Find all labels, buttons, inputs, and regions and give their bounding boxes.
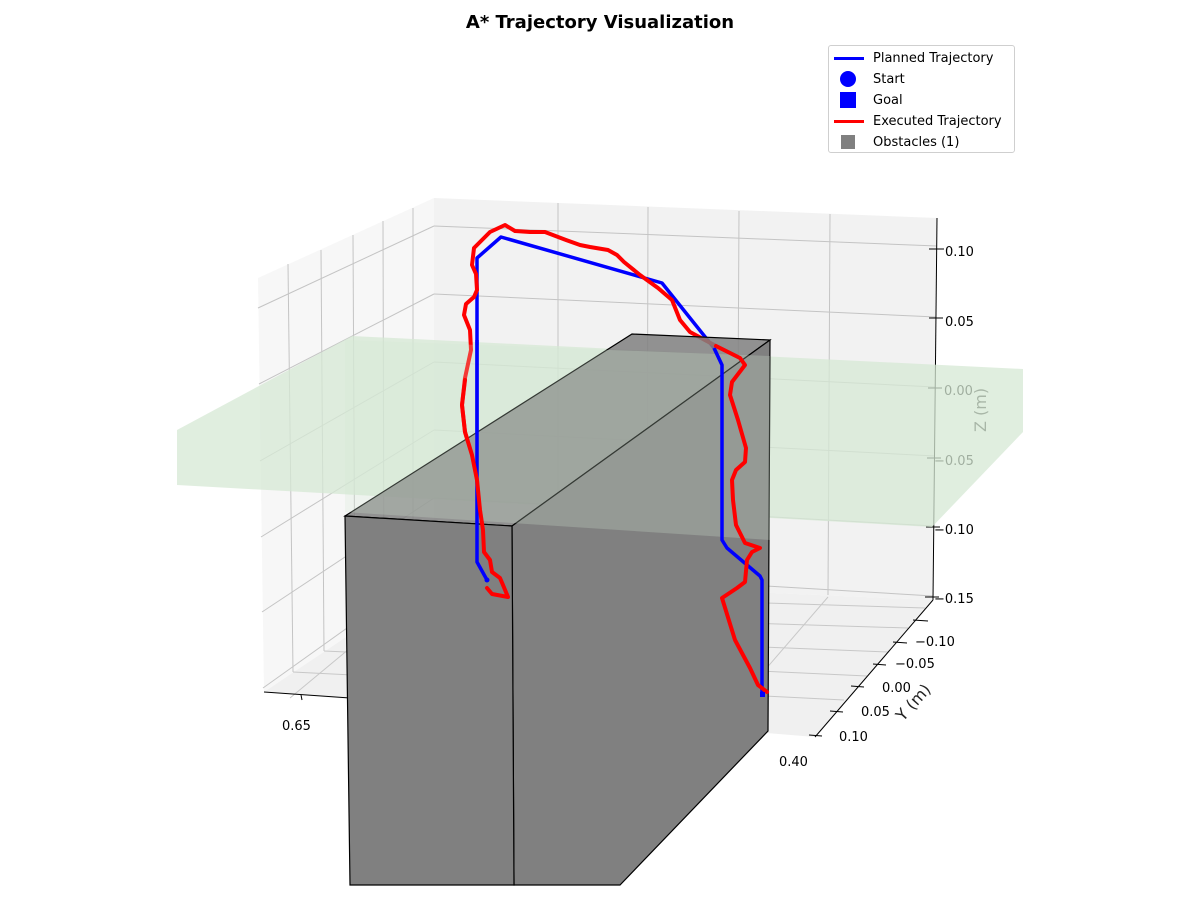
svg-text:0.40: 0.40 <box>779 755 808 770</box>
legend-item-start: Start <box>829 69 1014 89</box>
chart-title: A* Trajectory Visualization <box>465 12 735 33</box>
obstacle-box <box>343 333 772 886</box>
svg-text:−0.15: −0.15 <box>934 592 974 607</box>
svg-text:0.10: 0.10 <box>839 730 868 745</box>
executed-trajectory-front-right <box>714 344 769 694</box>
y-axis-ticks <box>808 619 929 737</box>
legend-item-executed: Executed Trajectory <box>829 111 1014 131</box>
svg-text:0.10: 0.10 <box>945 245 974 260</box>
planned-trajectory-front <box>475 340 489 581</box>
svg-text:0.05: 0.05 <box>861 705 890 720</box>
legend: Planned Trajectory Start Goal Executed T… <box>828 45 1015 153</box>
obstacle-front-face <box>344 515 515 886</box>
reference-plane-overlay <box>345 340 770 540</box>
legend-item-obstacles: Obstacles (1) <box>829 132 1014 152</box>
goal-square-icon <box>840 92 856 108</box>
executed-trajectory-front <box>460 378 510 599</box>
x-axis-tick <box>300 694 303 701</box>
legend-item-goal: Goal <box>829 90 1014 110</box>
legend-item-planned: Planned Trajectory <box>829 48 1014 68</box>
svg-text:0.00: 0.00 <box>882 681 911 696</box>
y-axis-tick-labels: −0.10 −0.05 0.00 0.05 0.10 <box>839 635 955 745</box>
svg-text:0.05: 0.05 <box>945 315 974 330</box>
goal-marker <box>760 692 765 697</box>
svg-text:−0.10: −0.10 <box>934 523 974 538</box>
obstacle-square-icon <box>841 135 855 149</box>
svg-text:−0.10: −0.10 <box>915 635 955 650</box>
start-marker <box>484 577 490 583</box>
start-circle-icon <box>840 71 856 87</box>
executed-line-icon <box>834 120 864 123</box>
planned-line-icon <box>834 57 864 60</box>
svg-text:−0.05: −0.05 <box>895 657 935 672</box>
planned-trajectory-front-right <box>712 347 764 697</box>
x-axis-tick-labels: 0.65 0.40 <box>282 719 808 770</box>
svg-text:0.65: 0.65 <box>282 719 311 734</box>
